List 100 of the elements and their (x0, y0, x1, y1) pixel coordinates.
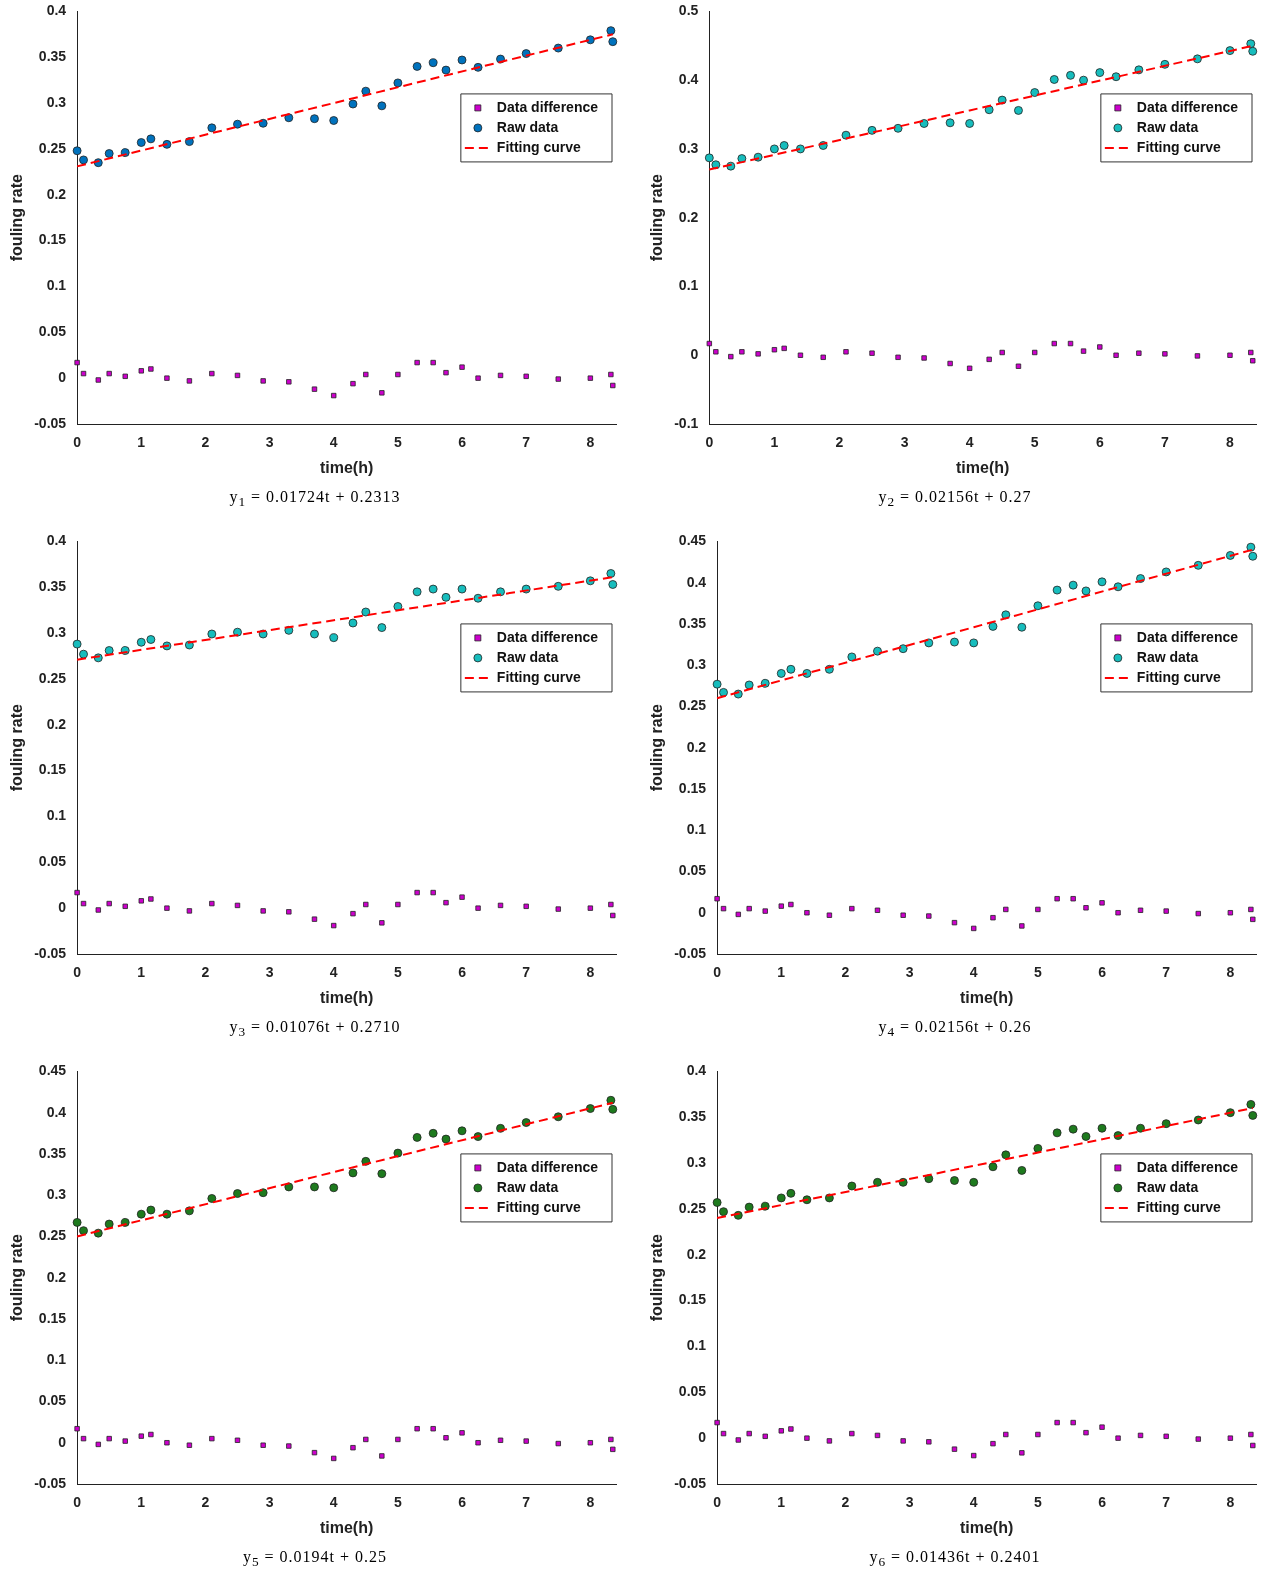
point (1136, 350, 1142, 356)
point (72, 146, 82, 156)
point (428, 584, 438, 594)
x-tick-label: 5 (1033, 1494, 1042, 1511)
point (95, 907, 101, 913)
point (379, 920, 385, 926)
y-tick-label: 0.1 (46, 1351, 67, 1368)
x-tick-label: 7 (1162, 1494, 1171, 1511)
point (986, 356, 992, 363)
point (443, 369, 449, 376)
point (895, 354, 901, 360)
x-tick-label: 7 (522, 434, 531, 451)
point (606, 26, 616, 36)
y-tick-label: -0.05 (674, 944, 707, 961)
text: y$_{2}$ = 0.02156t + 0.27 (877, 488, 1033, 511)
point (1033, 1144, 1043, 1153)
y-tick-label: 0.3 (686, 1153, 707, 1170)
y-tick-label: 0.25 (38, 669, 67, 686)
point (841, 130, 851, 140)
point (331, 922, 337, 929)
x-tick-label: 7 (522, 964, 531, 981)
point (311, 1449, 318, 1456)
point (770, 144, 779, 154)
point (1099, 900, 1105, 906)
point (1049, 75, 1059, 84)
y-tick-label: -0.05 (34, 944, 67, 961)
point (122, 373, 128, 379)
point (947, 360, 953, 367)
y-tick-label: 0.05 (678, 862, 707, 879)
point (1081, 586, 1091, 596)
x-tick-label: 6 (1098, 964, 1107, 981)
point (1083, 1429, 1089, 1436)
point (610, 1446, 616, 1452)
point (459, 364, 465, 370)
point (755, 351, 761, 357)
point (608, 1104, 618, 1114)
point (788, 1426, 794, 1432)
y-tick-label: 0.45 (38, 1062, 67, 1079)
x-tick-label: 2 (841, 964, 850, 981)
point (1248, 906, 1254, 913)
point (414, 889, 420, 896)
point (350, 1445, 356, 1451)
y-tick-label: 0.35 (38, 48, 67, 65)
y-tick-label: 0.2 (678, 208, 699, 225)
point (1163, 908, 1169, 914)
point (898, 644, 908, 654)
point (608, 37, 618, 47)
x-tick-label: 6 (458, 434, 467, 451)
legend-label: Fitting curve (496, 1198, 582, 1215)
point (1115, 1435, 1121, 1441)
y-axis-title: fouling rate (648, 1234, 666, 1322)
x-tick-label: 6 (1098, 1494, 1107, 1511)
point (951, 919, 958, 926)
point (443, 1435, 449, 1441)
point (1068, 580, 1078, 590)
x-tick-label: 0 (713, 964, 722, 981)
point (412, 62, 422, 71)
y-tick-label: 0.15 (38, 1309, 67, 1326)
point (138, 368, 144, 374)
x-tick-label: 0 (73, 1494, 82, 1511)
x-tick-label: 2 (201, 964, 210, 981)
point (1097, 577, 1107, 587)
point (138, 1433, 144, 1439)
x-tick-label: 4 (329, 434, 338, 451)
point (459, 1430, 465, 1436)
x-tick-label: 8 (1226, 964, 1235, 981)
point (728, 353, 734, 360)
y-tick-label: 0.15 (678, 1291, 707, 1308)
x-axis-title: time(h) (319, 988, 374, 1006)
y-tick-label: 0.4 (686, 573, 707, 590)
point (945, 118, 955, 128)
point (714, 1419, 720, 1426)
point (393, 78, 403, 88)
point (969, 638, 979, 648)
x-tick-label: 6 (1095, 434, 1104, 451)
point (1194, 353, 1201, 359)
point (260, 1442, 266, 1448)
point (95, 377, 101, 383)
point (849, 905, 855, 912)
point (136, 138, 146, 147)
x-tick-label: 2 (841, 1494, 850, 1511)
point (209, 900, 215, 907)
point (311, 386, 318, 392)
legend-label: Fitting curve (1136, 668, 1222, 685)
point (475, 905, 481, 911)
point (1195, 910, 1201, 917)
point (348, 618, 358, 628)
point (363, 371, 369, 378)
point (79, 1226, 88, 1236)
point (1014, 106, 1023, 115)
point (106, 1435, 112, 1442)
x-tick-label: 8 (586, 964, 595, 981)
x-tick-label: 8 (586, 434, 595, 451)
point (714, 896, 720, 902)
point (776, 669, 786, 678)
point (873, 1177, 882, 1187)
point (1033, 601, 1043, 611)
point (1030, 88, 1040, 97)
x-tick-label: 3 (265, 1494, 274, 1511)
point (843, 349, 849, 355)
